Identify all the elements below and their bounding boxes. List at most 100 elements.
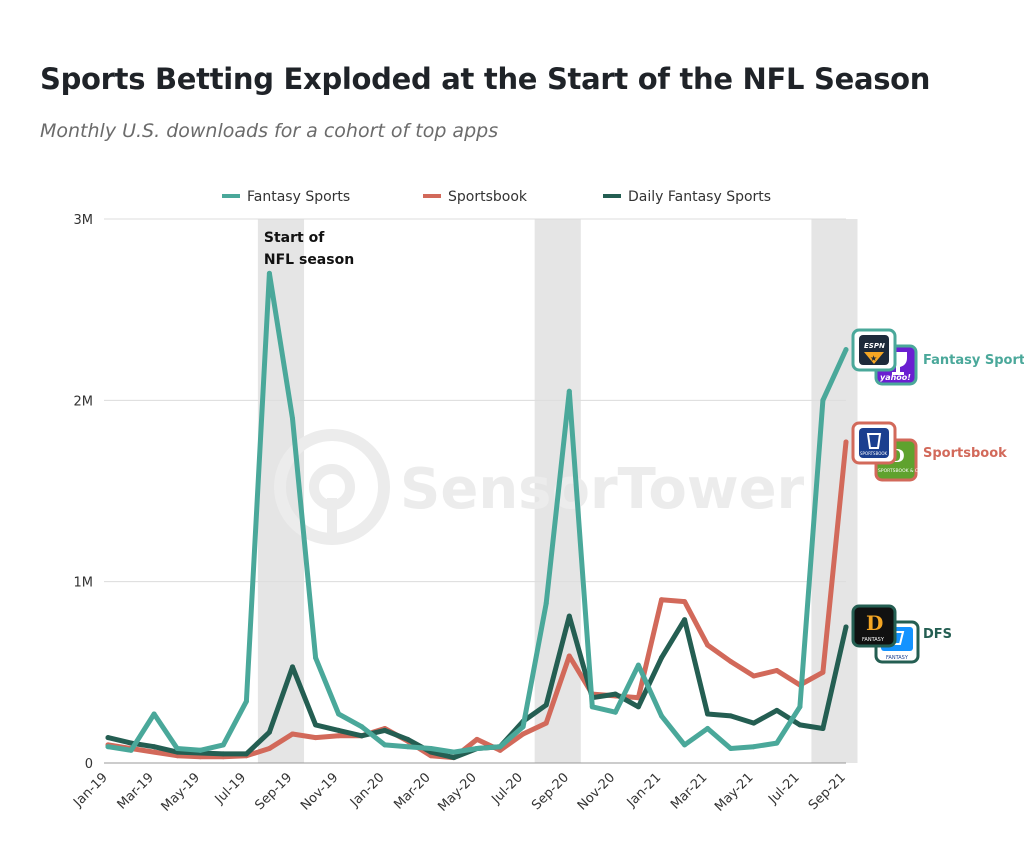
svg-text:D: D xyxy=(866,611,883,635)
y-tick-label-3: 3M xyxy=(74,213,94,228)
watermark-text: SensorTower xyxy=(400,457,805,522)
data-point-fantasy-sports-2 xyxy=(151,711,157,717)
data-point-fantasy-sports-7 xyxy=(266,270,272,276)
x-tick-label-3: Jul-19 xyxy=(212,770,249,807)
data-point-daily-fantasy-sports-10 xyxy=(336,727,342,733)
data-point-fantasy-sports-16 xyxy=(474,746,480,751)
data-point-fantasy-sports-5 xyxy=(220,742,226,748)
data-point-daily-fantasy-sports-29 xyxy=(774,707,780,713)
data-point-sportsbook-2 xyxy=(151,749,157,755)
x-tick-label-8: May-20 xyxy=(435,770,479,814)
x-tick-label-15: Jul-21 xyxy=(765,770,802,807)
data-point-sportsbook-7 xyxy=(266,746,272,751)
data-point-daily-fantasy-sports-23 xyxy=(635,704,641,710)
x-tick-label-12: Jan-21 xyxy=(624,770,665,811)
data-point-fantasy-sports-14 xyxy=(428,746,434,751)
data-point-fantasy-sports-12 xyxy=(382,742,388,748)
legend-label-sportsbook: Sportsbook xyxy=(448,189,528,205)
series-lines xyxy=(105,270,849,761)
data-point-sportsbook-25 xyxy=(682,599,688,605)
data-point-daily-fantasy-sports-25 xyxy=(682,617,688,623)
data-point-daily-fantasy-sports-9 xyxy=(313,722,319,728)
data-point-sportsbook-31 xyxy=(820,669,826,675)
y-tick-label-2: 2M xyxy=(74,394,94,409)
data-point-fantasy-sports-28 xyxy=(751,744,757,750)
svg-text:yahoo!: yahoo! xyxy=(880,373,911,382)
data-point-sportsbook-8 xyxy=(290,731,295,737)
data-point-sportsbook-16 xyxy=(474,736,480,742)
data-point-daily-fantasy-sports-28 xyxy=(751,720,757,726)
y-axis-ticks: 0 1M 2M 3M xyxy=(74,213,94,772)
data-point-fantasy-sports-32 xyxy=(843,347,849,353)
data-point-fantasy-sports-26 xyxy=(705,726,711,731)
nfl-annotation: Start of NFL season xyxy=(264,230,354,268)
data-point-daily-fantasy-sports-15 xyxy=(451,755,457,761)
data-point-daily-fantasy-sports-0 xyxy=(105,735,111,741)
data-point-fantasy-sports-19 xyxy=(543,600,549,606)
end-label-sportsbook-group: D SPORTSBOOK & CASINO SPORTSBOOK Sportsb… xyxy=(851,421,1007,482)
data-point-fantasy-sports-24 xyxy=(659,713,664,719)
data-point-sportsbook-18 xyxy=(520,731,526,737)
data-point-fantasy-sports-13 xyxy=(405,744,411,750)
data-point-daily-fantasy-sports-7 xyxy=(266,729,272,735)
y-tick-label-0: 0 xyxy=(85,757,93,772)
svg-text:SPORTSBOOK: SPORTSBOOK xyxy=(860,451,888,456)
data-point-daily-fantasy-sports-22 xyxy=(612,691,618,697)
data-point-fantasy-sports-9 xyxy=(313,655,319,661)
x-tick-label-16: Sep-21 xyxy=(806,770,849,813)
data-point-fantasy-sports-22 xyxy=(612,709,618,715)
x-tick-label-11: Nov-20 xyxy=(575,770,618,813)
data-point-daily-fantasy-sports-32 xyxy=(843,624,849,630)
data-point-daily-fantasy-sports-6 xyxy=(243,751,249,757)
series-line-daily-fantasy-sports xyxy=(105,613,849,761)
x-tick-label-7: Mar-20 xyxy=(391,770,433,812)
data-point-fantasy-sports-1 xyxy=(128,747,134,753)
x-tick-label-14: May-21 xyxy=(712,770,756,814)
data-point-daily-fantasy-sports-30 xyxy=(797,722,803,728)
end-label-fantasy-group: yahoo! ESPN ★ Fantasy Sports xyxy=(851,328,1024,386)
data-point-sportsbook-28 xyxy=(751,673,757,679)
chart-subtitle: Monthly U.S. downloads for a cohort of t… xyxy=(40,120,499,142)
data-point-daily-fantasy-sports-12 xyxy=(382,727,388,733)
data-point-daily-fantasy-sports-26 xyxy=(705,711,711,717)
grid-lines xyxy=(104,218,846,764)
data-point-daily-fantasy-sports-5 xyxy=(220,751,226,757)
end-label-fantasy: Fantasy Sports xyxy=(923,353,1024,368)
data-point-fantasy-sports-29 xyxy=(774,740,780,746)
data-point-sportsbook-10 xyxy=(336,733,342,739)
data-point-sportsbook-29 xyxy=(774,668,780,673)
data-point-fantasy-sports-0 xyxy=(105,744,111,750)
data-point-daily-fantasy-sports-8 xyxy=(290,664,295,670)
x-tick-label-2: May-19 xyxy=(159,770,203,814)
data-point-fantasy-sports-10 xyxy=(336,711,342,717)
data-point-sportsbook-20 xyxy=(566,653,572,659)
svg-text:FANTASY: FANTASY xyxy=(862,637,885,643)
data-point-fantasy-sports-30 xyxy=(797,704,803,710)
espn-fantasy-app-icon: ESPN ★ xyxy=(851,328,897,372)
svg-text:ESPN: ESPN xyxy=(864,342,885,350)
x-tick-label-5: Nov-19 xyxy=(298,770,341,813)
fanduel-sportsbook-app-icon: SPORTSBOOK xyxy=(851,421,897,465)
end-label-dfs-group: FANTASY D FANTASY DFS xyxy=(851,604,952,664)
data-point-fantasy-sports-17 xyxy=(497,744,503,750)
data-point-sportsbook-9 xyxy=(313,735,319,741)
data-point-fantasy-sports-3 xyxy=(174,746,180,751)
x-tick-label-6: Jan-20 xyxy=(347,770,388,811)
draftkings-fantasy-app-icon: D FANTASY xyxy=(851,604,897,648)
data-point-daily-fantasy-sports-13 xyxy=(405,736,411,742)
data-point-sportsbook-19 xyxy=(543,720,549,726)
end-label-dfs: DFS xyxy=(923,627,952,642)
x-tick-label-9: Jul-20 xyxy=(489,770,526,807)
data-point-daily-fantasy-sports-2 xyxy=(151,744,157,750)
data-point-fantasy-sports-18 xyxy=(520,724,526,730)
x-tick-label-10: Sep-20 xyxy=(529,770,572,813)
x-tick-label-1: Mar-19 xyxy=(115,770,157,812)
annotation-line-1: Start of xyxy=(264,230,325,246)
svg-text:SPORTSBOOK & CASINO: SPORTSBOOK & CASINO xyxy=(878,468,933,474)
data-point-sportsbook-32 xyxy=(843,439,849,445)
data-point-sportsbook-24 xyxy=(659,597,664,603)
svg-text:FANTASY: FANTASY xyxy=(886,655,909,661)
data-point-fantasy-sports-6 xyxy=(243,698,249,704)
watermark-logo-icon xyxy=(274,429,390,545)
